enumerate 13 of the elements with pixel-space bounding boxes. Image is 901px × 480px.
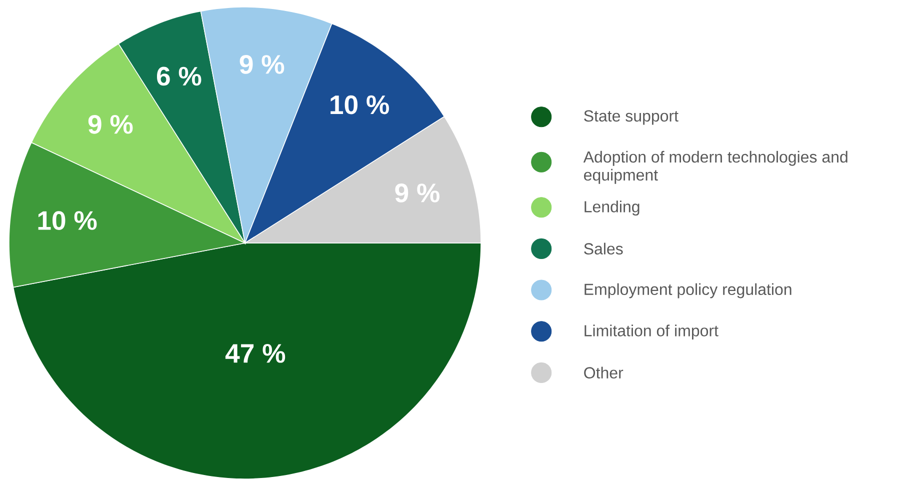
data-label: 9 % <box>240 55 284 74</box>
data-label: 10 % <box>330 95 389 114</box>
legend-label: Employment policy regulation <box>584 283 792 298</box>
legend-label: Sales <box>584 242 623 254</box>
data-label: 47 % <box>225 344 286 363</box>
legend-label: Lending <box>584 200 640 216</box>
legend-label: Other <box>584 366 624 378</box>
legend-label: State support <box>584 110 678 125</box>
legend-label: Limitation of import <box>584 324 718 340</box>
data-label: 9 % <box>88 114 133 134</box>
data-label: 10 % <box>38 211 97 230</box>
legend-label: Adoption of modern technologies and equipment <box>583 150 848 184</box>
data-label: 6 % <box>156 66 202 86</box>
